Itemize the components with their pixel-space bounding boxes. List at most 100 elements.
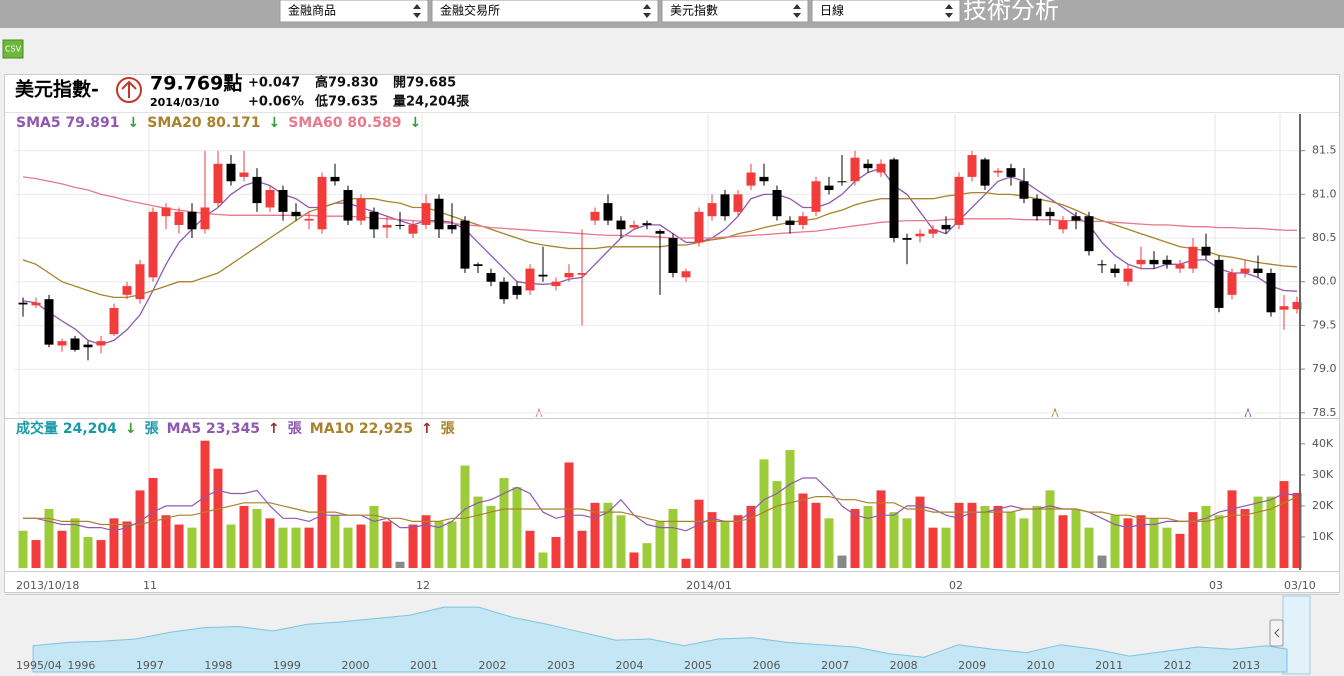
candle-body (629, 224, 639, 228)
change-pct: +0.06% (248, 95, 304, 110)
candle-body (226, 163, 236, 182)
navigator-tick-label: 2012 (1164, 659, 1192, 672)
legend-entry: SMA5 79.891 (16, 115, 120, 131)
candle-body (616, 220, 626, 230)
volume-bar (642, 543, 652, 568)
select-box[interactable] (661, 0, 809, 23)
volume-bar (18, 530, 28, 568)
volume-bar (655, 521, 665, 568)
candle-body (1201, 246, 1211, 256)
last-price: 79.769點 (150, 72, 242, 95)
y-tick-label: 10K (1312, 530, 1334, 543)
volume-bar (1123, 518, 1133, 568)
volume-bar (863, 505, 873, 568)
select-box[interactable] (811, 0, 961, 23)
select-box[interactable] (279, 0, 429, 23)
volume-bar (1084, 527, 1094, 568)
volume-bar (1279, 481, 1289, 568)
candle-body (1292, 301, 1302, 310)
candle-body (200, 207, 210, 230)
volume-bar (278, 527, 288, 568)
volume-bar (889, 512, 899, 568)
candle-body (96, 341, 106, 346)
candle-body (824, 185, 834, 190)
volume-bar (96, 540, 106, 568)
volume-bar (226, 524, 236, 568)
high: 高79.830 (315, 75, 378, 91)
candle-body (343, 190, 353, 221)
candle-body (837, 181, 847, 183)
candle-body (447, 224, 457, 230)
navigator-handle[interactable] (1269, 619, 1284, 647)
csv-button[interactable] (2, 39, 24, 59)
volume-bar (941, 527, 951, 568)
volume-bar (1214, 515, 1224, 568)
candle-body (252, 176, 262, 204)
candle-body (1032, 198, 1042, 217)
candle-body (317, 176, 327, 230)
candle-body (44, 299, 54, 345)
x-tick-label: 2014/01 (686, 579, 732, 592)
candle-body (915, 233, 925, 237)
candle-body (421, 203, 431, 225)
navigator-tick-label: 2002 (478, 659, 506, 672)
candle-body (1084, 216, 1094, 252)
legend-unit: 張 (288, 421, 303, 437)
legend-trend: ↓ (125, 421, 137, 437)
candle-body (759, 176, 769, 182)
select-text[interactable]: 美元指數 (670, 3, 718, 18)
select-text[interactable]: 金融商品 (288, 3, 336, 18)
volume-bar (1058, 515, 1068, 568)
volume-bar (772, 481, 782, 568)
select-text[interactable]: 金融交易所 (440, 3, 500, 18)
candle-body (941, 224, 951, 230)
volume-bar (850, 509, 860, 568)
navigator-window[interactable] (1282, 595, 1311, 675)
candle-body (590, 211, 600, 221)
volume-bar (57, 530, 67, 568)
marker (1244, 407, 1252, 418)
navigator-tick-label: 2005 (684, 659, 712, 672)
candle-body (668, 238, 678, 273)
volume-bar (31, 540, 41, 568)
volume-bar (343, 527, 353, 568)
volume-bar (616, 515, 626, 568)
y-tick-label: 80.5 (1312, 231, 1337, 244)
low: 低79.635 (314, 94, 378, 110)
volume-bar (122, 521, 132, 568)
select-box[interactable] (431, 0, 659, 23)
volume-bar (252, 509, 262, 568)
candle-body (928, 229, 938, 234)
candle-body (31, 302, 41, 306)
candle-body (655, 231, 665, 234)
volume-bar (1240, 509, 1250, 568)
csv-label[interactable]: CSV (5, 45, 22, 54)
candle-body (278, 190, 288, 212)
up-icon-arrow (121, 80, 137, 98)
volume-bar (798, 493, 808, 568)
navigator-tick-label: 1999 (273, 659, 301, 672)
candle-body (577, 272, 587, 275)
select-text[interactable]: 日線 (820, 3, 844, 18)
volume-bar (330, 515, 340, 568)
volume-bar (993, 505, 1003, 568)
candle-body (1162, 259, 1172, 265)
change: +0.047 (248, 76, 300, 91)
legend-unit: 張 (145, 421, 160, 437)
volume-bar (733, 515, 743, 568)
volume-bar (499, 477, 509, 568)
legend-trend: ↓ (128, 115, 140, 131)
navigator-tick-label: 2010 (1027, 659, 1055, 672)
volume-bar (967, 502, 977, 568)
volume-bar (551, 536, 561, 568)
volume-bar (434, 521, 444, 568)
page-title: 技術分析 (963, 0, 1059, 24)
candle-body (499, 281, 509, 300)
volume-bar (603, 502, 613, 568)
volume-bar (1292, 492, 1302, 568)
candle-body (1045, 211, 1055, 217)
candle-body (707, 203, 717, 217)
navigator-tick-label: 1996 (67, 659, 95, 672)
candle-body (239, 172, 249, 177)
